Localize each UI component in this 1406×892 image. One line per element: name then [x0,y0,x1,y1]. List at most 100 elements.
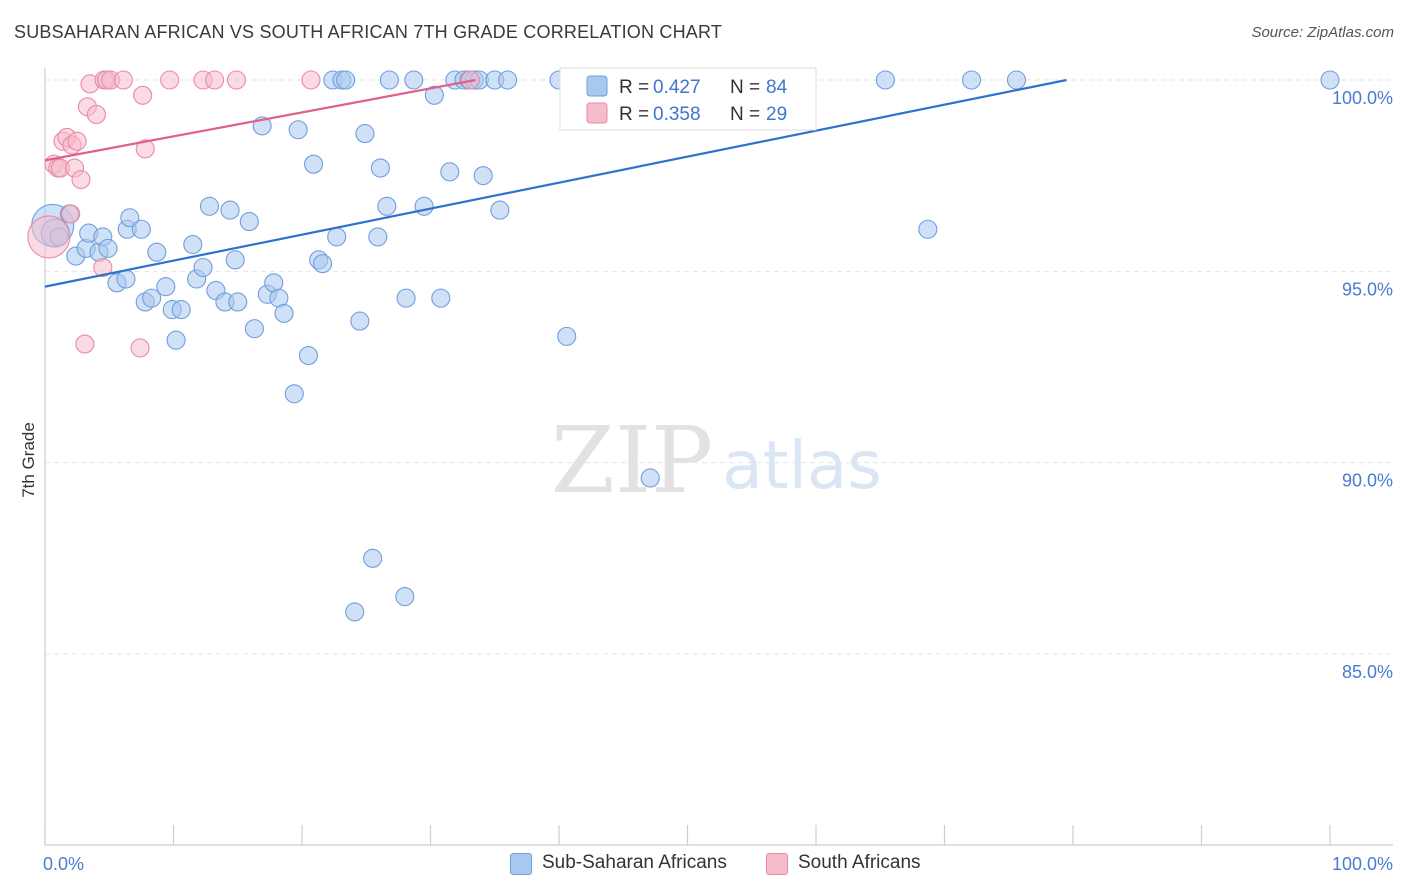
stats-legend-r-label: R = [619,77,649,98]
stats-legend-r-value: 0.427 [653,77,701,98]
legend-swatch-south-african [766,853,788,875]
sub-saharan-point [379,70,399,90]
trend-lines [44,78,1067,288]
sub-saharan-point [363,548,383,568]
sub-saharan-point [156,277,176,297]
stats-legend-r-value: 0.358 [653,104,701,125]
sub-saharan-point [1320,70,1340,90]
legend-label-south-african: South Africans [798,852,921,873]
sub-saharan-point [377,196,397,216]
sub-saharan-point [284,384,304,404]
sub-saharan-point [355,124,375,144]
sub-saharan-point [228,292,248,312]
sub-saharan-point [183,234,203,255]
sub-saharan-point [120,208,140,228]
sub-saharan-point [473,166,493,186]
y-tick-label: 95.0% [1342,279,1393,299]
sub-saharan-point [345,602,365,622]
south-african-point [61,204,81,224]
sub-saharan-point [304,154,324,174]
south-african-trend-line [44,78,476,162]
south-african-point [133,85,153,105]
sub-saharan-point [244,319,265,339]
sub-saharan-point [440,162,460,182]
stats-legend-swatch-pink [586,102,608,124]
sub-saharan-point [220,200,240,220]
chart-title: SUBSAHARAN AFRICAN VS SOUTH AFRICAN 7TH … [14,22,723,42]
sub-saharan-point [370,158,390,178]
bottom-legend: Sub-Saharan Africans South Africans [0,850,1406,880]
sub-saharan-point [225,250,245,270]
south-african-point [75,334,95,354]
legend-label-sub-saharan: Sub-Saharan Africans [542,852,727,873]
y-axis-label: 7th Grade [19,422,38,498]
sub-saharan-point [336,70,356,90]
watermark-atlas: atlas [722,427,882,504]
sub-saharan-point [274,303,294,323]
sub-saharan-point [404,70,424,90]
sub-saharan-point [131,219,151,239]
sub-saharan-point [395,587,415,607]
stats-legend-r-label: R = [619,104,649,125]
south-african-point [113,70,133,90]
sub-saharan-point [98,238,118,258]
sub-saharan-trend-line [44,78,1067,288]
stats-legend-swatch-blue [586,75,608,97]
sub-saharan-point [350,311,370,331]
y-tick-label: 90.0% [1342,471,1393,491]
legend-swatch-sub-saharan [510,853,532,875]
y-tick-label: 85.0% [1342,662,1393,682]
sub-saharan-point [961,70,982,90]
sub-saharan-point [313,254,333,274]
x-tick-label: 0.0% [43,854,84,874]
sub-saharan-point [147,242,167,262]
source-credit: Source: ZipAtlas.com [1251,24,1394,41]
sub-saharan-point [327,227,347,247]
sub-saharan-point [368,227,388,247]
south-african-point [301,70,321,90]
sub-saharan-point [640,468,660,488]
sub-saharan-point [424,85,444,105]
south-african-point [86,104,106,124]
south-african-point [160,70,180,90]
sub-saharan-point [557,326,577,346]
south-african-point [130,338,150,358]
stats-legend-n-label: N = [730,104,760,125]
sub-saharan-point [142,288,162,308]
stats-legend-n-label: N = [730,77,760,98]
stats-legend-n-value: 84 [766,77,788,98]
sub-saharan-point [298,345,318,366]
sub-saharan-point [193,257,213,278]
sub-saharan-point [490,200,510,220]
sub-saharan-point [396,288,416,308]
x-tick-label: 100.0% [1332,854,1393,874]
x-tick-labels: 0.0% 100.0% [43,854,1393,874]
watermark-zip: ZIP [551,407,713,514]
south-african-point [135,139,155,159]
sub-saharan-point [1006,70,1027,90]
sub-saharan-point [199,196,220,216]
sub-saharan-point [239,212,259,232]
stats-legend: R = 0.427 N = 84 R = 0.358 N = 29 [559,67,817,131]
sub-saharan-point [414,196,434,216]
sub-saharan-point [166,330,186,350]
sub-saharan-point [288,120,308,140]
sub-saharan-point [498,70,518,90]
sub-saharan-point [171,300,191,320]
south-african-point [226,70,247,90]
watermark: ZIP atlas [551,407,882,514]
south-african-point [93,257,113,278]
stats-legend-n-value: 29 [766,104,787,125]
south-african-point [27,215,71,259]
y-tick-label: 100.0% [1332,88,1393,108]
sub-saharan-point [875,70,895,90]
sub-saharan-point [116,269,136,289]
sub-saharan-point [431,288,451,308]
grid-lines [45,79,1393,655]
sub-saharan-point [918,219,938,239]
y-tick-labels: 100.0% 95.0% 90.0% 85.0% [1332,88,1393,682]
axes [44,68,1393,846]
south-african-point [71,169,91,190]
south-african-point [67,131,87,151]
